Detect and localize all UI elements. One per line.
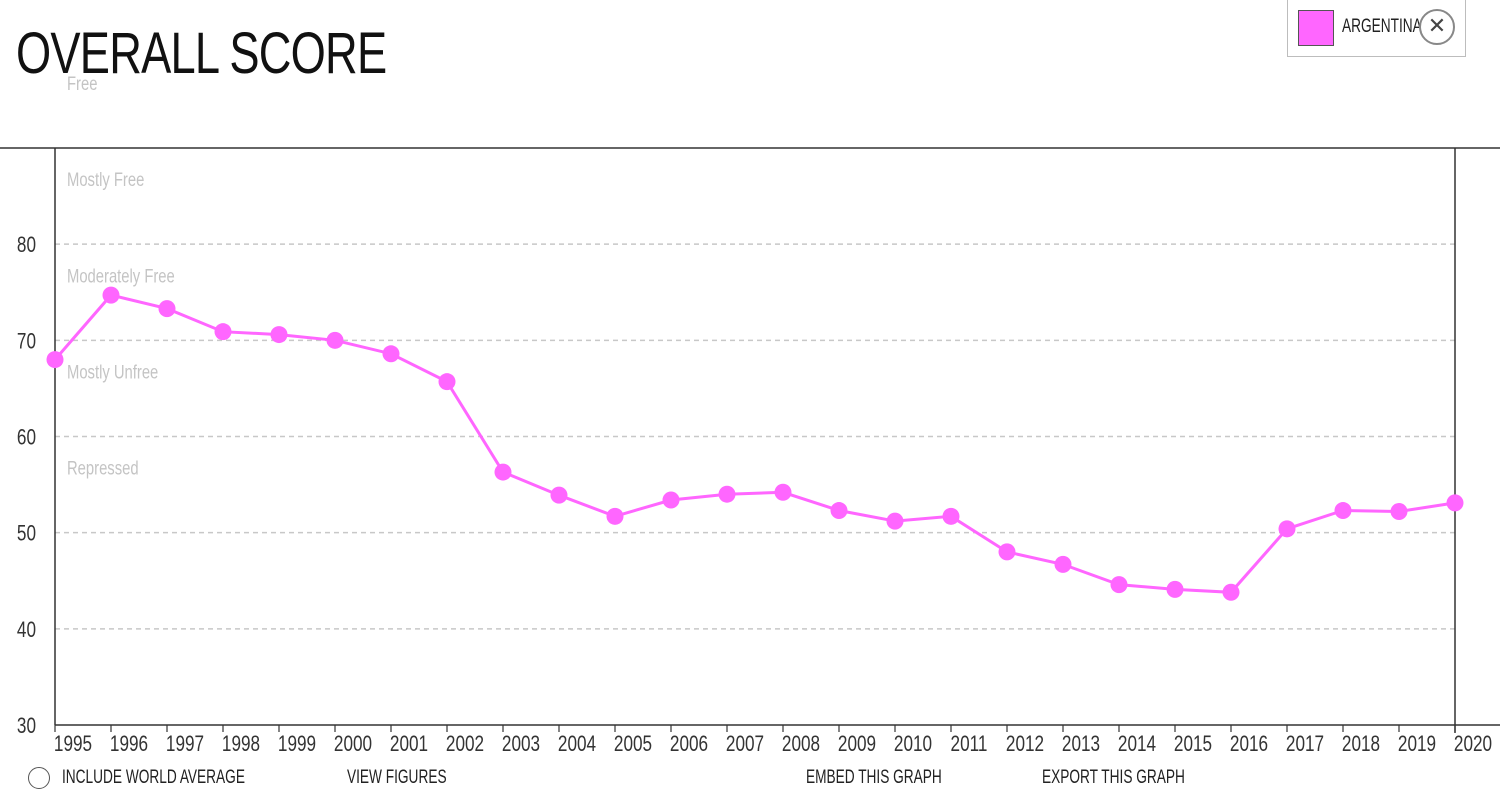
x-tick-label: 2002 (446, 732, 484, 757)
x-tick-label: 2005 (614, 732, 652, 757)
data-point (438, 373, 456, 391)
data-point (718, 485, 736, 503)
close-icon[interactable]: ✕ (1419, 9, 1455, 45)
x-tick-label: 1997 (166, 732, 204, 757)
data-point (1390, 503, 1408, 521)
y-tick-label: 60 (17, 426, 36, 451)
data-point (1222, 583, 1240, 601)
band-label: Mostly Unfree (67, 362, 158, 383)
x-tick-label: 1995 (54, 732, 92, 757)
x-tick-label: 2020 (1454, 732, 1492, 757)
y-tick-label: 50 (17, 522, 36, 547)
data-point (1110, 576, 1128, 594)
include-world-average-label[interactable]: INCLUDE WORLD AVERAGE (62, 767, 245, 788)
data-point (662, 491, 680, 509)
chart-toolbar: INCLUDE WORLD AVERAGE VIEW FIGURES EMBED… (0, 762, 1500, 794)
data-point (270, 326, 288, 344)
data-point (942, 507, 960, 525)
band-label: Mostly Free (67, 169, 144, 190)
x-tick-label: 2018 (1342, 732, 1380, 757)
overall-score-chart: Free Mostly Free Moderately Free Mostly Unf… (0, 73, 1500, 757)
x-tick-label: 2004 (558, 732, 596, 757)
x-tick-label: 2006 (670, 732, 708, 757)
embed-graph-link[interactable]: EMBED THIS GRAPH (806, 767, 942, 788)
data-point (1278, 520, 1296, 538)
data-point (550, 486, 568, 504)
y-tick-label: 40 (17, 618, 36, 643)
x-tick-label: 2000 (334, 732, 372, 757)
x-tick-label: 1998 (222, 732, 260, 757)
x-tick-label: 2015 (1174, 732, 1212, 757)
data-point (46, 351, 64, 369)
data-point (326, 331, 344, 349)
y-tick-label: 80 (17, 233, 36, 258)
legend-label: ARGENTINA (1342, 16, 1422, 37)
x-tick-label: 2019 (1398, 732, 1436, 757)
data-point (382, 345, 400, 363)
series-line-argentina (53, 293, 1456, 594)
data-point (214, 323, 232, 341)
data-point (494, 463, 512, 481)
legend-swatch (1298, 10, 1334, 46)
data-point (1334, 502, 1352, 520)
x-tick-label: 2012 (1006, 732, 1044, 757)
band-label: Moderately Free (67, 266, 175, 287)
band-label: Free (67, 73, 97, 94)
data-point (1446, 494, 1464, 512)
x-tick-label: 2011 (951, 732, 988, 757)
band-label: Repressed (67, 458, 139, 479)
data-point (158, 300, 176, 318)
data-point (774, 483, 792, 501)
x-tick-label: 1999 (278, 732, 316, 757)
view-figures-link[interactable]: VIEW FIGURES (347, 767, 447, 788)
include-world-average-radio[interactable] (28, 767, 50, 789)
x-tick-label: 2013 (1062, 732, 1100, 757)
data-point (830, 502, 848, 520)
export-graph-link[interactable]: EXPORT THIS GRAPH (1042, 767, 1185, 788)
data-point (102, 286, 120, 304)
x-tick-label: 2008 (782, 732, 820, 757)
x-tick-label: 2010 (894, 732, 932, 757)
x-tick-label: 1996 (110, 732, 148, 757)
data-point (1054, 555, 1072, 573)
data-point (1166, 580, 1184, 598)
y-tick-label: 30 (17, 714, 36, 739)
data-point (606, 507, 624, 525)
page-title: OVERALL SCORE (16, 21, 387, 86)
x-tick-label: 2014 (1118, 732, 1156, 757)
x-tick-label: 2007 (726, 732, 764, 757)
y-tick-label: 70 (17, 329, 36, 354)
data-point (886, 512, 904, 530)
x-tick-label: 2003 (502, 732, 540, 757)
x-tick-label: 2001 (390, 732, 428, 757)
legend-item-argentina[interactable]: ARGENTINA ✕ (1287, 0, 1466, 57)
data-point (998, 543, 1016, 561)
x-tick-label: 2009 (838, 732, 876, 757)
x-tick-label: 2016 (1230, 732, 1268, 757)
x-tick-label: 2017 (1286, 732, 1324, 757)
